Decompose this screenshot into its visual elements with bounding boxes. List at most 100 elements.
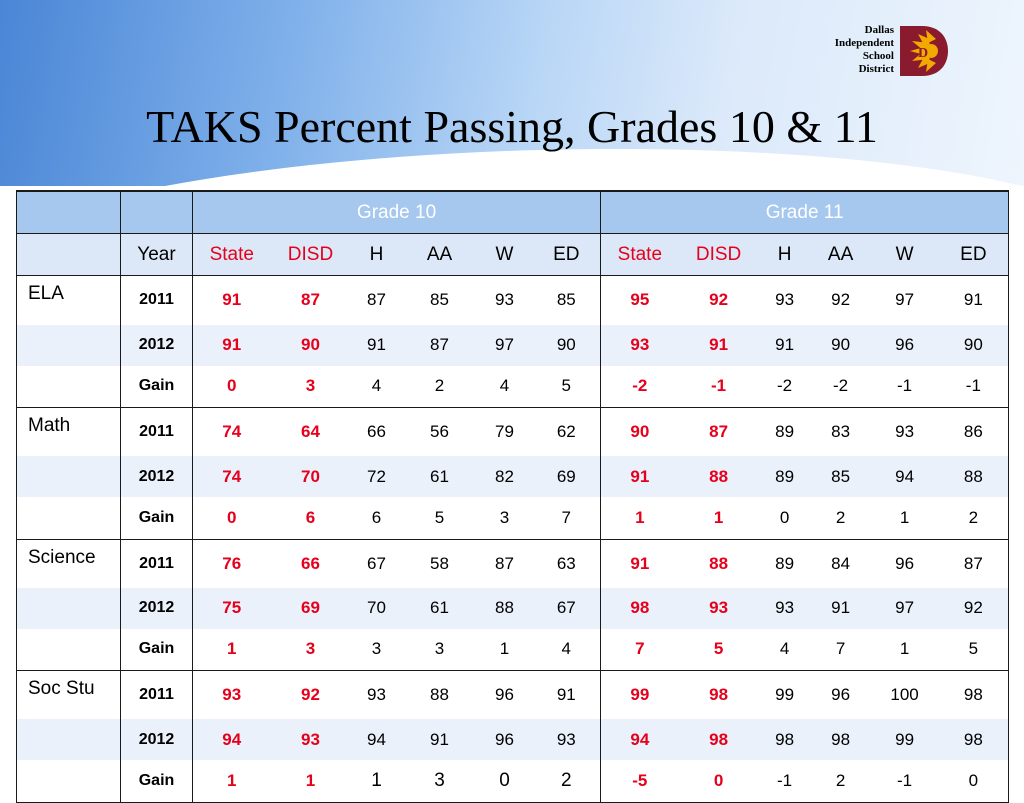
value-cell: 90	[270, 324, 351, 366]
header-banner	[0, 0, 1024, 186]
value-cell: 62	[532, 406, 602, 457]
value-cell: -1	[758, 760, 811, 803]
value-cell: 3	[476, 497, 533, 539]
subject-spacer	[16, 719, 121, 761]
value-cell: 91	[532, 670, 602, 720]
value-cell: 63	[532, 538, 602, 588]
value-cell: 94	[870, 456, 939, 498]
value-cell: -2	[810, 365, 871, 408]
value-cell: 98	[600, 587, 679, 629]
value-cell: 85	[402, 275, 477, 325]
value-cell: 93	[870, 406, 939, 457]
value-cell: 72	[350, 456, 403, 498]
column-header: H	[758, 233, 811, 276]
value-cell: 98	[938, 719, 1010, 761]
logo-line: School	[862, 50, 894, 62]
value-cell: 3	[402, 760, 477, 803]
value-cell: 3	[402, 628, 477, 671]
value-cell: 94	[350, 719, 403, 761]
year-cell: Gain	[120, 497, 193, 539]
table-row: Gain 1 1 1 3 0 2 -5 0 -1 2 -1 0	[16, 760, 1010, 803]
year-cell: 2012	[120, 587, 193, 629]
value-cell: -1	[678, 365, 759, 408]
table-row: ELA 2011 91 87 87 85 93 85 95 92 93 92 97 91	[16, 275, 1010, 325]
subject-spacer	[16, 456, 121, 498]
year-cell: 2012	[120, 719, 193, 761]
year-cell: Gain	[120, 365, 193, 408]
table-row: 2012 94 93 94 91 96 93 94 98 98 98 99 98	[16, 719, 1010, 761]
value-cell: 1	[870, 497, 939, 539]
value-cell: 82	[476, 456, 533, 498]
value-cell: 97	[476, 324, 533, 366]
value-cell: 93	[532, 719, 602, 761]
value-cell: 5	[532, 365, 602, 408]
value-cell: 70	[270, 456, 351, 498]
logo-line: Independent	[834, 37, 894, 49]
value-cell: 85	[532, 275, 602, 325]
value-cell: 87	[678, 406, 759, 457]
value-cell: 84	[810, 538, 871, 588]
value-cell: -2	[758, 365, 811, 408]
value-cell: 93	[758, 587, 811, 629]
value-cell: 91	[810, 587, 871, 629]
value-cell: 5	[678, 628, 759, 671]
value-cell: 85	[810, 456, 871, 498]
column-header: DISD	[270, 233, 351, 276]
value-cell: 87	[350, 275, 403, 325]
value-cell: 70	[350, 587, 403, 629]
value-cell: 91	[678, 324, 759, 366]
value-cell: 61	[402, 587, 477, 629]
value-cell: 90	[938, 324, 1010, 366]
value-cell: 89	[758, 406, 811, 457]
value-cell: 91	[192, 275, 271, 325]
value-cell: -2	[600, 365, 679, 408]
value-cell: 7	[810, 628, 871, 671]
value-cell: 6	[350, 497, 403, 539]
value-cell: 95	[600, 275, 679, 325]
value-cell: 94	[192, 719, 271, 761]
value-cell: 87	[402, 324, 477, 366]
value-cell: 0	[192, 365, 271, 408]
value-cell: 88	[678, 538, 759, 588]
value-cell: 75	[192, 587, 271, 629]
subject-label: Science	[16, 538, 121, 588]
value-cell: 93	[476, 275, 533, 325]
value-cell: 96	[870, 538, 939, 588]
value-cell: 87	[270, 275, 351, 325]
logo-line: District	[858, 63, 894, 75]
value-cell: 97	[870, 275, 939, 325]
value-cell: 91	[600, 456, 679, 498]
value-cell: 93	[758, 275, 811, 325]
value-cell: -1	[938, 365, 1010, 408]
value-cell: 88	[678, 456, 759, 498]
value-cell: 91	[192, 324, 271, 366]
corner-cell	[16, 233, 121, 276]
value-cell: 2	[810, 497, 871, 539]
grade-header: Grade 10	[192, 191, 602, 234]
column-header: AA	[810, 233, 871, 276]
corner-cell	[120, 191, 193, 234]
value-cell: 87	[938, 538, 1010, 588]
value-cell: 91	[938, 275, 1010, 325]
column-header: H	[350, 233, 403, 276]
value-cell: 99	[758, 670, 811, 720]
value-cell: 7	[532, 497, 602, 539]
value-cell: 67	[350, 538, 403, 588]
year-cell: 2012	[120, 456, 193, 498]
value-cell: -5	[600, 760, 679, 803]
column-header: W	[476, 233, 533, 276]
value-cell: 98	[758, 719, 811, 761]
value-cell: 2	[938, 497, 1010, 539]
logo-letter: D	[918, 46, 928, 61]
column-header: AA	[402, 233, 477, 276]
table-row: Soc Stu 2011 93 92 93 88 96 91 99 98 99 96 100 98	[16, 670, 1010, 720]
column-header: ED	[532, 233, 602, 276]
value-cell: 61	[402, 456, 477, 498]
value-cell: 1	[600, 497, 679, 539]
column-header: W	[870, 233, 939, 276]
value-cell: 98	[678, 670, 759, 720]
value-cell: 3	[270, 628, 351, 671]
value-cell: 0	[678, 760, 759, 803]
value-cell: 92	[810, 275, 871, 325]
year-header: Year	[120, 233, 193, 276]
